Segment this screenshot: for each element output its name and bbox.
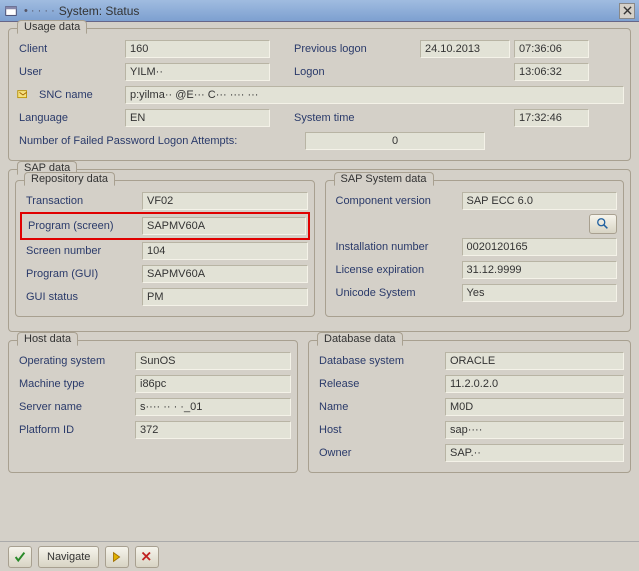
release-label: Release	[315, 378, 445, 390]
program-gui-value: SAPMV60A	[142, 265, 308, 283]
repo-group: Repository data TransactionVF02 Program …	[15, 180, 315, 317]
screen-number-value: 104	[142, 242, 308, 260]
sapsys-group: SAP System data Component versionSAP ECC…	[325, 180, 625, 317]
snc-value: p:yilma·· @E··· C··· ···· ···	[125, 86, 624, 104]
sap-group: SAP data Repository data TransactionVF02…	[8, 169, 631, 332]
dbsys-value: ORACLE	[445, 352, 624, 370]
navigate-button[interactable]: Navigate	[38, 546, 99, 568]
prev-logon-date: 24.10.2013	[420, 40, 510, 58]
machine-label: Machine type	[15, 378, 135, 390]
accept-button[interactable]	[8, 546, 32, 568]
gui-status-label: GUI status	[22, 291, 142, 303]
client-label: Client	[15, 43, 125, 55]
program-screen-highlight: Program (screen)SAPMV60A	[20, 212, 310, 240]
usage-legend: Usage data	[17, 20, 87, 34]
transaction-label: Transaction	[22, 195, 142, 207]
dbname-label: Name	[315, 401, 445, 413]
prev-logon-time: 07:36:06	[514, 40, 589, 58]
user-label: User	[15, 66, 125, 78]
release-value: 11.2.0.2.0	[445, 375, 624, 393]
transaction-value: VF02	[142, 192, 308, 210]
unicode-label: Unicode System	[332, 287, 462, 299]
systime-value: 17:32:46	[514, 109, 589, 127]
license-label: License expiration	[332, 264, 462, 276]
dbhost-value: sap····	[445, 421, 624, 439]
component-value: SAP ECC 6.0	[462, 192, 618, 210]
db-group: Database data Database systemORACLE Rele…	[308, 340, 631, 473]
component-label: Component version	[332, 195, 462, 207]
db-legend: Database data	[317, 332, 403, 346]
title-prefix: • · · · ·	[24, 5, 55, 17]
detail-button[interactable]	[589, 214, 617, 234]
owner-value: SAP.··	[445, 444, 624, 462]
server-value: s···· ·· · ·_01	[135, 398, 291, 416]
host-group: Host data Operating systemSunOS Machine …	[8, 340, 298, 473]
sapsys-legend: SAP System data	[334, 172, 434, 186]
content-area: Usage data Client 160 Previous logon 24.…	[0, 22, 639, 481]
install-label: Installation number	[332, 241, 462, 253]
gui-status-value: PM	[142, 288, 308, 306]
title-bar: • · · · · System: Status	[0, 0, 639, 22]
snc-label: SNC name	[35, 89, 125, 101]
os-label: Operating system	[15, 355, 135, 367]
repo-legend: Repository data	[24, 172, 115, 186]
dbhost-label: Host	[315, 424, 445, 436]
install-value: 0020120165	[462, 238, 618, 256]
dbname-value: M0D	[445, 398, 624, 416]
owner-label: Owner	[315, 447, 445, 459]
logon-label: Logon	[290, 66, 420, 78]
license-value: 31.12.9999	[462, 261, 618, 279]
failed-value: 0	[305, 132, 485, 150]
button-bar: Navigate	[0, 541, 639, 571]
machine-value: i86pc	[135, 375, 291, 393]
close-button[interactable]	[619, 3, 635, 19]
unicode-value: Yes	[462, 284, 618, 302]
client-value: 160	[125, 40, 270, 58]
window-title: System: Status	[59, 4, 619, 18]
os-value: SunOS	[135, 352, 291, 370]
program-screen-value: SAPMV60A	[142, 217, 306, 235]
screen-number-label: Screen number	[22, 245, 142, 257]
host-legend: Host data	[17, 332, 78, 346]
snc-icon	[15, 87, 31, 103]
logon-time: 13:06:32	[514, 63, 589, 81]
user-value: YILM··	[125, 63, 270, 81]
navigate-label: Navigate	[47, 551, 90, 563]
dbsys-label: Database system	[315, 355, 445, 367]
server-label: Server name	[15, 401, 135, 413]
cancel-button[interactable]	[135, 546, 159, 568]
language-value: EN	[125, 109, 270, 127]
usage-group: Usage data Client 160 Previous logon 24.…	[8, 28, 631, 161]
program-screen-label: Program (screen)	[24, 220, 142, 232]
app-icon	[4, 4, 18, 18]
program-gui-label: Program (GUI)	[22, 268, 142, 280]
platform-value: 372	[135, 421, 291, 439]
forward-button[interactable]	[105, 546, 129, 568]
platform-label: Platform ID	[15, 424, 135, 436]
systime-label: System time	[290, 112, 420, 124]
failed-label: Number of Failed Password Logon Attempts…	[15, 135, 305, 147]
language-label: Language	[15, 112, 125, 124]
prev-logon-label: Previous logon	[290, 43, 420, 55]
